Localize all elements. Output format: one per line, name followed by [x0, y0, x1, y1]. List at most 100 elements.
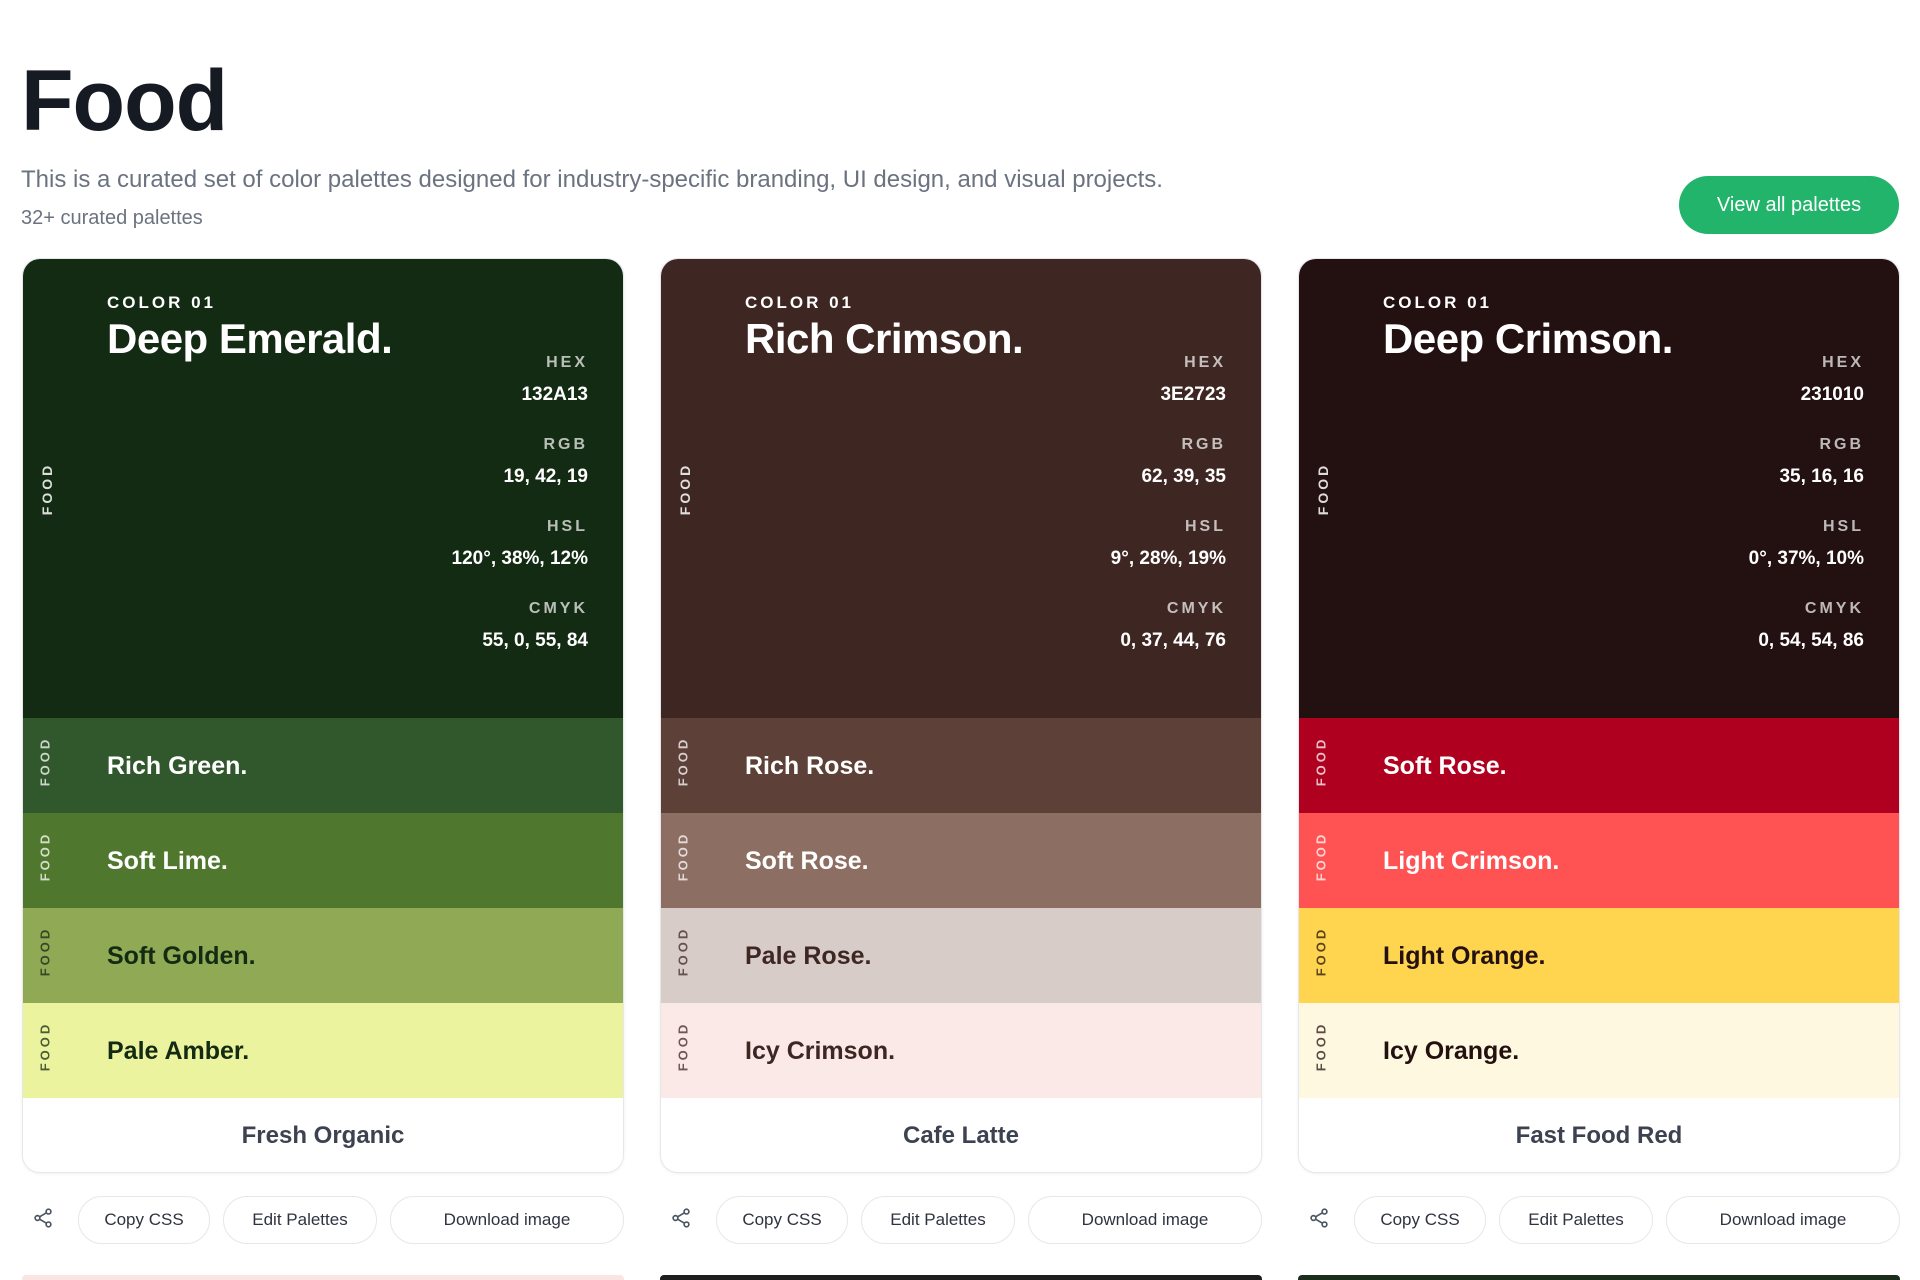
- spec-label-hex: HEX: [546, 354, 588, 371]
- color-specs: HEX 132A13 RGB 19, 42, 19 HSL 120°, 38%, 12% C…: [452, 354, 588, 682]
- color-swatch[interactable]: FOOD Soft Rose.: [661, 813, 1261, 908]
- side-label: FOOD: [1313, 926, 1329, 977]
- download-image-button[interactable]: Download image: [1666, 1196, 1900, 1244]
- color-swatch[interactable]: FOOD Icy Crimson.: [661, 1003, 1261, 1098]
- spec-label-hsl: HSL: [1823, 518, 1864, 535]
- spec-label-hex: HEX: [1184, 354, 1226, 371]
- spec-value-cmyk[interactable]: 0, 54, 54, 86: [1758, 630, 1864, 651]
- spec-label-cmyk: CMYK: [1804, 600, 1864, 617]
- swatch-name: Soft Lime.: [107, 847, 228, 875]
- color-swatch[interactable]: FOOD Pale Amber.: [23, 1003, 623, 1098]
- spec-value-cmyk[interactable]: 0, 37, 44, 76: [1120, 630, 1226, 651]
- next-card-peek[interactable]: [660, 1275, 1262, 1280]
- spec-label-hsl: HSL: [1185, 518, 1226, 535]
- color-swatch[interactable]: FOOD Icy Orange.: [1299, 1003, 1899, 1098]
- swatch-name: Soft Golden.: [107, 942, 256, 970]
- palette-actions: Copy CSS Edit Palettes Download image: [22, 1196, 624, 1244]
- spec-label-rgb: RGB: [543, 436, 588, 453]
- swatch-name: Light Orange.: [1383, 942, 1546, 970]
- copy-css-button[interactable]: Copy CSS: [78, 1196, 210, 1244]
- edit-palettes-button[interactable]: Edit Palettes: [861, 1196, 1015, 1244]
- spec-label-hsl: HSL: [547, 518, 588, 535]
- color-specs: HEX 3E2723 RGB 62, 39, 35 HSL 9°, 28%, 19% CMY…: [1111, 354, 1226, 682]
- spec-label-cmyk: CMYK: [1166, 600, 1226, 617]
- palette-actions: Copy CSS Edit Palettes Download image: [660, 1196, 1262, 1244]
- color-swatch[interactable]: FOOD Soft Golden.: [23, 908, 623, 1003]
- primary-swatch[interactable]: FOOD COLOR 01 Deep Emerald. HEX 132A13 RGB 19,…: [23, 259, 623, 718]
- color-index: COLOR 01: [1383, 293, 1493, 312]
- palette-card[interactable]: FOOD COLOR 01 Rich Crimson. HEX 3E2723 RGB 62,…: [660, 258, 1262, 1173]
- palette-card[interactable]: FOOD COLOR 01 Deep Emerald. HEX 132A13 RGB 19,…: [22, 258, 624, 1173]
- side-label: FOOD: [37, 831, 53, 882]
- palette-actions: Copy CSS Edit Palettes Download image: [1298, 1196, 1900, 1244]
- palette-name[interactable]: Fresh Organic: [23, 1098, 623, 1172]
- swatch-name: Rich Green.: [107, 752, 248, 780]
- side-label: FOOD: [675, 1021, 691, 1072]
- color-swatch[interactable]: FOOD Rich Rose.: [661, 718, 1261, 813]
- next-card-peek[interactable]: [1298, 1275, 1900, 1280]
- palette-card[interactable]: FOOD COLOR 01 Deep Crimson. HEX 231010 RGB 35,…: [1298, 258, 1900, 1173]
- swatch-name: Icy Orange.: [1383, 1037, 1520, 1065]
- swatch-name: Rich Rose.: [745, 752, 875, 780]
- color-swatch[interactable]: FOOD Rich Green.: [23, 718, 623, 813]
- side-label: FOOD: [37, 926, 53, 977]
- side-label: FOOD: [675, 736, 691, 787]
- side-label: FOOD: [675, 831, 691, 882]
- side-label: FOOD: [1315, 462, 1332, 516]
- color-swatch[interactable]: FOOD Soft Lime.: [23, 813, 623, 908]
- color-swatch[interactable]: FOOD Soft Rose.: [1299, 718, 1899, 813]
- page-title: Food: [21, 53, 228, 149]
- primary-swatch[interactable]: FOOD COLOR 01 Rich Crimson. HEX 3E2723 RGB 62,…: [661, 259, 1261, 718]
- spec-value-hex[interactable]: 231010: [1800, 384, 1864, 405]
- spec-label-hex: HEX: [1822, 354, 1864, 371]
- share-icon[interactable]: [670, 1207, 694, 1231]
- edit-palettes-button[interactable]: Edit Palettes: [223, 1196, 377, 1244]
- swatch-name: Icy Crimson.: [745, 1037, 896, 1065]
- color-index: COLOR 01: [107, 293, 217, 312]
- download-image-button[interactable]: Download image: [1028, 1196, 1262, 1244]
- spec-value-cmyk[interactable]: 55, 0, 55, 84: [482, 630, 588, 651]
- color-index: COLOR 01: [745, 293, 855, 312]
- spec-label-rgb: RGB: [1819, 436, 1864, 453]
- side-label: FOOD: [37, 736, 53, 787]
- primary-color-name: Deep Emerald.: [107, 315, 393, 362]
- side-label: FOOD: [1313, 831, 1329, 882]
- spec-value-hex[interactable]: 132A13: [521, 384, 588, 405]
- swatch-name: Pale Amber.: [107, 1037, 250, 1065]
- side-label: FOOD: [677, 462, 694, 516]
- download-image-button[interactable]: Download image: [390, 1196, 624, 1244]
- side-label: FOOD: [675, 926, 691, 977]
- color-swatch[interactable]: FOOD Light Crimson.: [1299, 813, 1899, 908]
- spec-value-hsl[interactable]: 9°, 28%, 19%: [1110, 548, 1226, 569]
- page-description: This is a curated set of color palettes …: [21, 166, 1163, 193]
- copy-css-button[interactable]: Copy CSS: [1354, 1196, 1486, 1244]
- share-icon[interactable]: [32, 1207, 56, 1231]
- swatch-name: Light Crimson.: [1383, 847, 1560, 875]
- color-swatch[interactable]: FOOD Pale Rose.: [661, 908, 1261, 1003]
- swatch-name: Soft Rose.: [745, 847, 869, 875]
- spec-value-rgb[interactable]: 19, 42, 19: [503, 466, 588, 487]
- view-all-palettes-button[interactable]: View all palettes: [1679, 176, 1899, 234]
- spec-value-rgb[interactable]: 62, 39, 35: [1141, 466, 1226, 487]
- swatch-name: Pale Rose.: [745, 942, 872, 970]
- palette-name[interactable]: Cafe Latte: [661, 1098, 1261, 1172]
- primary-swatch[interactable]: FOOD COLOR 01 Deep Crimson. HEX 231010 RGB 35,…: [1299, 259, 1899, 718]
- color-swatch[interactable]: FOOD Light Orange.: [1299, 908, 1899, 1003]
- spec-value-hex[interactable]: 3E2723: [1160, 384, 1226, 405]
- side-label: FOOD: [37, 1021, 53, 1072]
- edit-palettes-button[interactable]: Edit Palettes: [1499, 1196, 1653, 1244]
- side-label: FOOD: [1313, 736, 1329, 787]
- palette-name[interactable]: Fast Food Red: [1299, 1098, 1899, 1172]
- share-icon[interactable]: [1308, 1207, 1332, 1231]
- spec-value-rgb[interactable]: 35, 16, 16: [1779, 466, 1864, 487]
- primary-color-name: Deep Crimson.: [1383, 315, 1673, 362]
- color-specs: HEX 231010 RGB 35, 16, 16 HSL 0°, 37%, 10% CMY…: [1749, 354, 1864, 682]
- side-label: FOOD: [1313, 1021, 1329, 1072]
- primary-color-name: Rich Crimson.: [745, 315, 1024, 362]
- copy-css-button[interactable]: Copy CSS: [716, 1196, 848, 1244]
- spec-value-hsl[interactable]: 120°, 38%, 12%: [451, 548, 588, 569]
- next-card-peek[interactable]: [22, 1275, 624, 1280]
- swatch-name: Soft Rose.: [1383, 752, 1507, 780]
- spec-label-rgb: RGB: [1181, 436, 1226, 453]
- spec-value-hsl[interactable]: 0°, 37%, 10%: [1748, 548, 1864, 569]
